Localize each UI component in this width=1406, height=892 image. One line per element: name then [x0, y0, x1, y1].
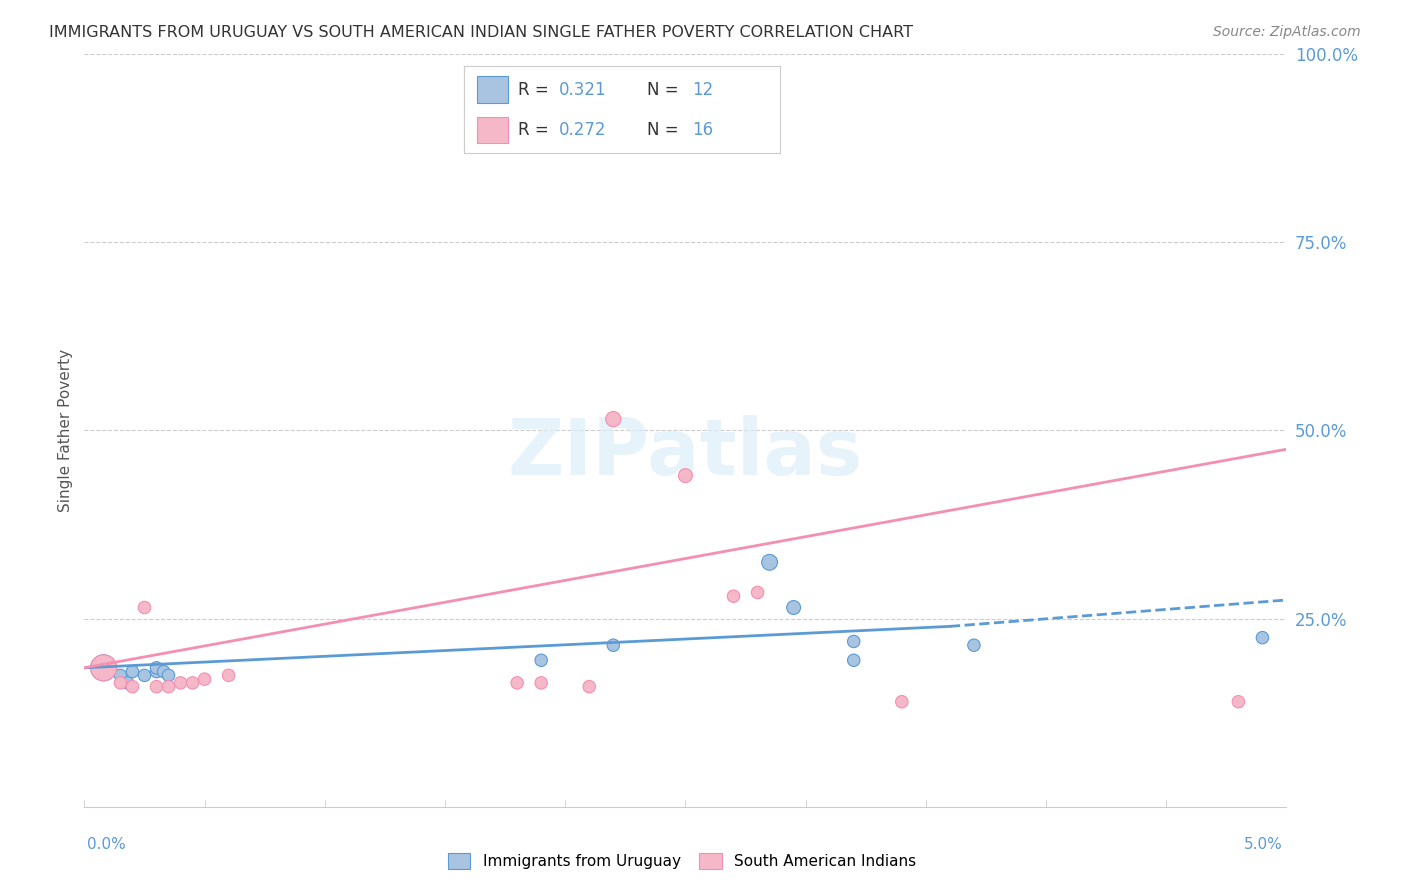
Text: 16: 16 [692, 120, 713, 139]
Point [110, 676, 132, 690]
Point [963, 638, 986, 652]
Point [723, 589, 745, 603]
Point [747, 585, 769, 599]
Text: 0.0%: 0.0% [87, 838, 127, 852]
Legend: Immigrants from Uruguay, South American Indians: Immigrants from Uruguay, South American … [441, 847, 922, 875]
Point [602, 638, 624, 652]
Point [134, 600, 156, 615]
Point [145, 665, 167, 679]
Point [152, 665, 174, 679]
Point [758, 555, 780, 569]
Text: 12: 12 [692, 80, 713, 99]
Point [842, 634, 865, 648]
Point [675, 468, 697, 483]
Text: R =: R = [517, 80, 554, 99]
Text: IMMIGRANTS FROM URUGUAY VS SOUTH AMERICAN INDIAN SINGLE FATHER POVERTY CORRELATI: IMMIGRANTS FROM URUGUAY VS SOUTH AMERICA… [49, 25, 914, 40]
Text: Source: ZipAtlas.com: Source: ZipAtlas.com [1213, 25, 1361, 39]
Point [157, 680, 180, 694]
Text: N =: N = [647, 80, 685, 99]
Point [181, 676, 204, 690]
Point [117, 676, 139, 690]
Text: ZIPatlas: ZIPatlas [508, 415, 863, 491]
Text: R =: R = [517, 120, 554, 139]
Point [145, 661, 167, 675]
Point [842, 653, 865, 667]
FancyBboxPatch shape [477, 117, 509, 143]
Text: 5.0%: 5.0% [1243, 838, 1282, 852]
Point [530, 653, 553, 667]
Point [890, 695, 912, 709]
Y-axis label: Single Father Poverty: Single Father Poverty [58, 349, 73, 512]
Point [110, 668, 132, 682]
Point [782, 600, 804, 615]
Point [218, 668, 240, 682]
Text: 0.272: 0.272 [560, 120, 606, 139]
Point [169, 676, 191, 690]
Point [121, 665, 143, 679]
FancyBboxPatch shape [477, 77, 509, 103]
Point [530, 676, 553, 690]
Point [602, 412, 624, 426]
Point [578, 680, 600, 694]
Point [1227, 695, 1250, 709]
Point [157, 668, 180, 682]
Text: N =: N = [647, 120, 685, 139]
Point [93, 661, 115, 675]
Text: 0.321: 0.321 [560, 80, 606, 99]
Point [134, 668, 156, 682]
Point [1251, 631, 1274, 645]
Point [506, 676, 529, 690]
Point [121, 680, 143, 694]
Point [93, 661, 115, 675]
Point [194, 672, 217, 686]
Point [145, 680, 167, 694]
